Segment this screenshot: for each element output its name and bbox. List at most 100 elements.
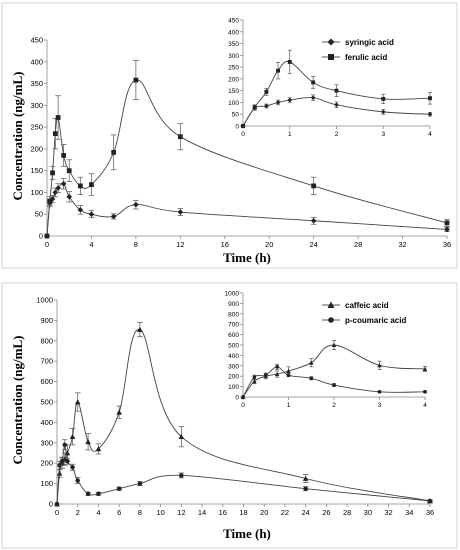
series-ferulic-acid xyxy=(241,49,432,128)
y-tick-label: 800 xyxy=(228,311,239,318)
data-point xyxy=(116,486,122,491)
y-tick-label: 0 xyxy=(39,232,43,241)
x-tick-label: 0 xyxy=(55,508,59,517)
x-tick-label: 2 xyxy=(335,131,339,138)
data-point xyxy=(252,105,257,110)
chart-2-inset-plot: 0 100 200 300 400 500 600 700 800 900 1000 0 1 2 3 4 xyxy=(225,291,428,409)
data-point xyxy=(52,131,58,137)
data-point xyxy=(47,198,53,204)
y-tick-label: 350 xyxy=(228,41,239,48)
data-point xyxy=(423,389,427,394)
y-tick-label: 250 xyxy=(30,123,43,132)
x-tick-label: 22 xyxy=(281,508,289,517)
x-tick-label: 12 xyxy=(176,240,184,249)
x-tick-label: 36 xyxy=(426,508,434,517)
x-tick-label: 24 xyxy=(309,240,317,249)
data-point xyxy=(331,342,337,347)
data-point xyxy=(56,470,63,476)
data-point xyxy=(427,498,433,504)
data-point xyxy=(286,373,291,377)
x-tick-label: 16 xyxy=(219,508,227,517)
data-point xyxy=(110,213,117,220)
y-tick-label: 1000 xyxy=(225,291,240,298)
legend-label-ferulic-acid: ferulic acid xyxy=(345,53,387,62)
x-tick-label: 2 xyxy=(76,508,80,517)
data-point xyxy=(59,458,65,464)
legend-label-syringic-acid: syringic acid xyxy=(345,38,394,47)
x-tick-label: 32 xyxy=(384,508,392,517)
data-point xyxy=(381,96,386,101)
x-tick-label: 32 xyxy=(398,240,406,249)
data-point xyxy=(85,491,91,497)
data-point xyxy=(275,365,279,369)
y-tick-label: 1000 xyxy=(36,296,53,305)
y-tick-label: 300 xyxy=(40,438,53,447)
chart-1-legend: syringic acid ferulic acid xyxy=(322,38,394,62)
x-tick-label: 10 xyxy=(156,508,164,517)
data-point xyxy=(177,134,183,140)
data-point xyxy=(252,379,257,384)
data-point xyxy=(89,182,94,187)
data-point xyxy=(444,226,450,233)
data-point xyxy=(287,59,292,64)
data-point xyxy=(69,433,76,440)
data-point xyxy=(274,371,280,377)
data-point xyxy=(177,209,184,215)
data-point xyxy=(66,168,72,174)
x-tick-label: 28 xyxy=(354,240,362,249)
data-point xyxy=(264,103,269,109)
data-point xyxy=(65,458,70,464)
data-point xyxy=(179,473,184,478)
x-tick-label: 4 xyxy=(96,508,100,517)
y-tick-label: 800 xyxy=(40,336,53,345)
x-tick-label: 0 xyxy=(45,240,49,249)
y-tick-label: 0 xyxy=(235,124,239,131)
y-tick-label: 300 xyxy=(228,53,239,60)
data-point xyxy=(311,183,317,189)
x-tick-label: 3 xyxy=(378,402,382,409)
x-tick-label: 1 xyxy=(287,402,291,409)
series-syringic-acid xyxy=(240,94,433,129)
data-point xyxy=(241,395,245,399)
x-tick-label: 16 xyxy=(221,240,229,249)
y-tick-label: 250 xyxy=(228,65,239,72)
y-tick-label: 50 xyxy=(35,210,43,219)
x-tick-label: 34 xyxy=(405,508,413,517)
x-tick-label: 4 xyxy=(89,240,93,249)
data-point xyxy=(88,211,95,218)
x-tick-label: 18 xyxy=(239,508,247,517)
y-tick-label: 50 xyxy=(232,112,240,119)
y-tick-label: 350 xyxy=(30,79,43,88)
y-tick-label: 500 xyxy=(228,343,239,350)
x-tick-label: 36 xyxy=(443,240,451,249)
data-point xyxy=(309,376,314,381)
x-tick-label: 8 xyxy=(134,240,138,249)
data-point xyxy=(334,88,339,93)
y-tick-label: 400 xyxy=(228,29,239,36)
legend-marker-circle xyxy=(328,317,334,323)
x-tick-label: 0 xyxy=(241,131,245,138)
y-tick-label: 400 xyxy=(228,353,239,360)
data-point xyxy=(276,68,281,73)
data-point xyxy=(332,383,336,387)
x-tick-label: 3 xyxy=(381,131,385,138)
data-point xyxy=(95,446,102,452)
chart-1-ylabel: Concentration (ng/mL) xyxy=(10,72,25,201)
data-point xyxy=(96,491,101,497)
legend-marker-diamond xyxy=(327,38,335,46)
y-tick-label: 100 xyxy=(228,100,239,107)
data-point xyxy=(178,433,185,440)
data-point xyxy=(263,373,268,377)
y-tick-label: 100 xyxy=(30,188,43,197)
x-tick-label: 4 xyxy=(423,402,427,409)
y-tick-label: 400 xyxy=(40,418,53,427)
legend-label-p-coumaric-acid: p-coumaric acid xyxy=(345,316,406,325)
data-point xyxy=(334,102,339,108)
data-point xyxy=(286,368,291,373)
y-tick-label: 200 xyxy=(228,374,239,381)
chart-2-ylabel: Concentration (ng/mL) xyxy=(10,336,25,465)
y-tick-label: 200 xyxy=(30,144,43,153)
